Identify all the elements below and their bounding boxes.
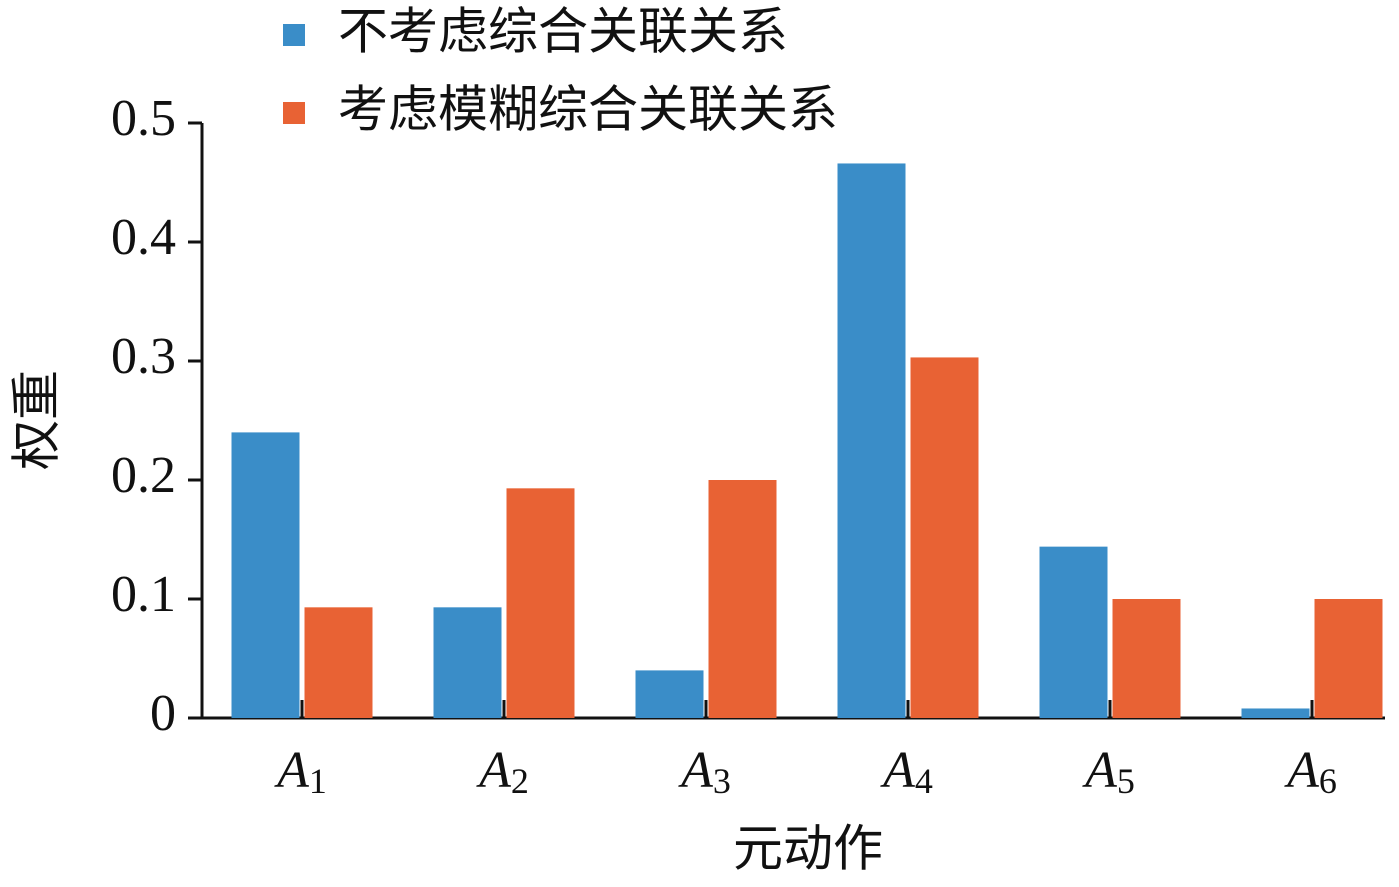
bar [837, 163, 906, 718]
bar [433, 607, 502, 718]
x-tick-label: A5 [1082, 742, 1135, 801]
x-tick-label: A2 [476, 742, 529, 801]
legend-swatch [283, 102, 305, 124]
bar [910, 357, 979, 718]
x-tick-label: A3 [678, 742, 731, 801]
bar [1314, 599, 1383, 718]
y-tick-label: 0 [150, 685, 176, 742]
bar [231, 432, 300, 718]
x-tick-label: A6 [1284, 742, 1337, 801]
x-axis-label: 元动作 [733, 820, 883, 878]
y-tick-label: 0.1 [111, 566, 176, 623]
bar [635, 670, 704, 718]
legend-label: 考虑模糊综合关联关系 [338, 81, 838, 139]
bar [708, 480, 777, 718]
bar [1039, 546, 1108, 718]
y-tick-label: 0.4 [111, 209, 176, 266]
bar [506, 488, 575, 718]
legend-swatch [283, 24, 305, 46]
bar [304, 607, 373, 718]
bar [1112, 599, 1181, 718]
y-tick-label: 0.2 [111, 447, 176, 504]
y-tick-label: 0.5 [111, 90, 176, 147]
x-tick-label: A4 [880, 742, 933, 801]
bar [1241, 708, 1310, 718]
legend-label: 不考虑综合关联关系 [338, 3, 788, 61]
y-axis-label: 权重 [8, 370, 66, 470]
y-tick-label: 0.3 [111, 328, 176, 385]
x-tick-label: A1 [274, 742, 327, 801]
